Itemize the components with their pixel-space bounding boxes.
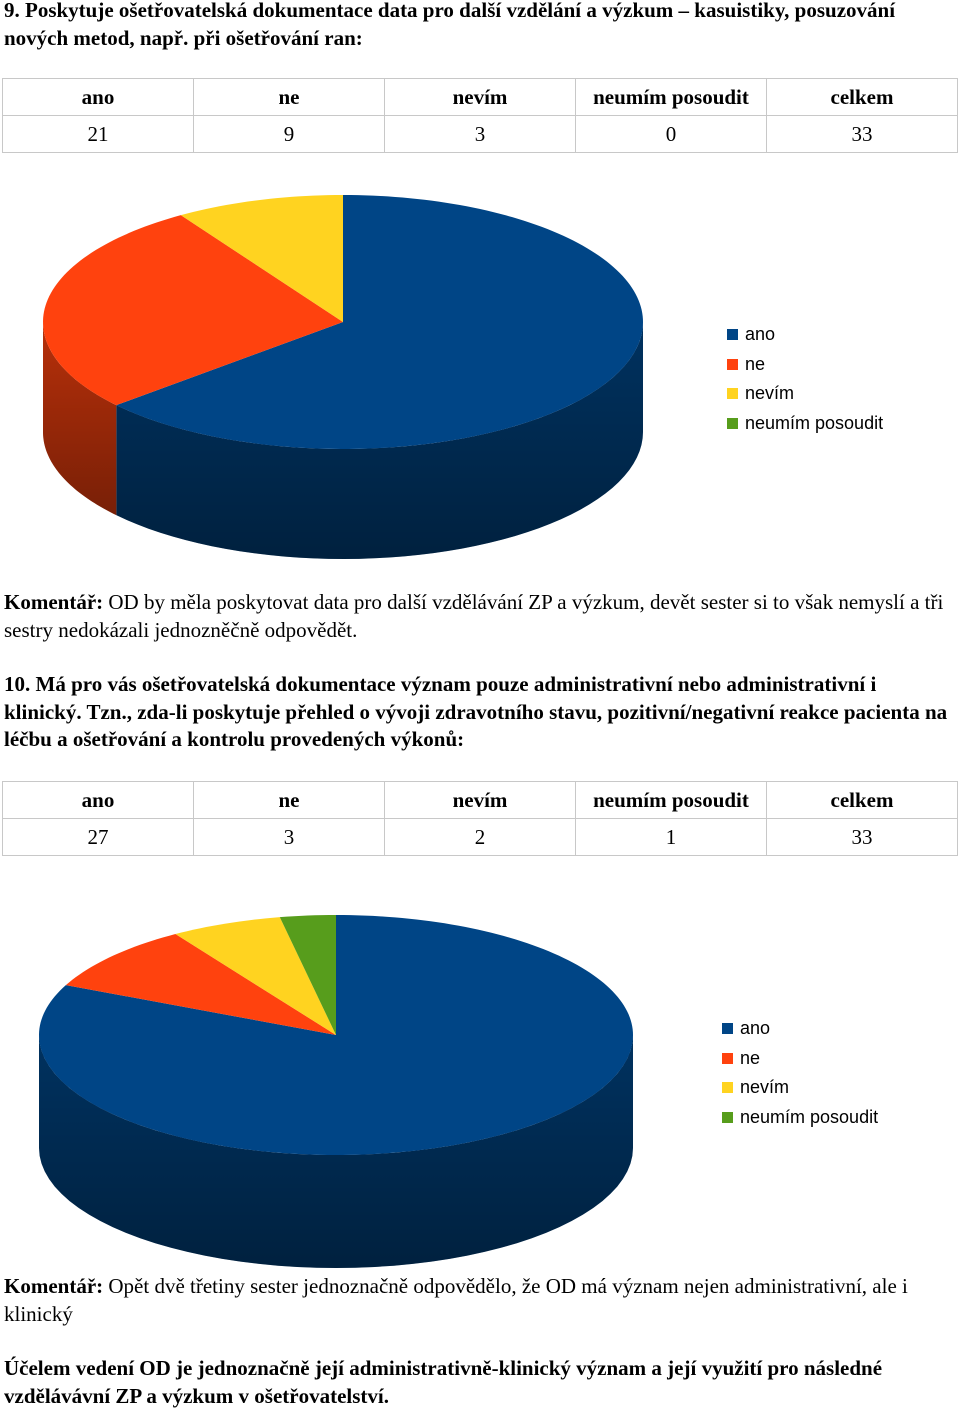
legend-item: ano: [727, 320, 883, 350]
pie-slice-ne: [43, 215, 343, 406]
legend-item: ne: [727, 350, 883, 380]
legend-item: neumím posoudit: [722, 1103, 878, 1133]
value-cell: 3: [193, 818, 385, 856]
table-header-row: ano ne nevím neumím posoudit celkem: [2, 78, 958, 116]
value-cell: 3: [384, 115, 576, 153]
legend-label: ano: [745, 324, 776, 345]
legend-swatch: [722, 1023, 733, 1035]
table-row: 21 9 3 0 33: [2, 115, 958, 153]
chart-legend: ano ne nevím neumím posoudit: [722, 1014, 878, 1132]
legend-item: nevím: [722, 1073, 878, 1103]
header-cell: nevím: [384, 781, 576, 819]
comment-q9: Komentář: OD by měla poskytovat data pro…: [4, 588, 954, 644]
value-cell: 9: [193, 115, 385, 153]
value-cell: 33: [766, 115, 958, 153]
pie-slice-ano: [116, 195, 643, 449]
pie-side-shading: [39, 1035, 633, 1268]
legend-label: nevím: [740, 1077, 790, 1098]
pie-side-shading: [116, 322, 643, 559]
pie-chart-q10: ano ne nevím neumím posoudit: [0, 900, 960, 1280]
pie-slice-nevím: [175, 917, 336, 1035]
question-9-title: 9. Poskytuje ošetřovatelská dokumentace …: [4, 0, 896, 50]
header-cell: celkem: [766, 78, 958, 116]
comment-label: Komentář:: [4, 1274, 104, 1298]
header-cell: ano: [2, 781, 194, 819]
legend-swatch: [722, 1082, 733, 1094]
header-cell: ne: [193, 781, 385, 819]
legend-item: ano: [722, 1014, 878, 1044]
pie-chart-svg: [43, 195, 643, 559]
legend-swatch: [722, 1111, 733, 1123]
comment-text: Opět dvě třetiny sester jednoznačně odpo…: [4, 1274, 908, 1326]
value-cell: 2: [384, 818, 576, 856]
value-cell: 21: [2, 115, 194, 153]
question-10-title: 10. Má pro vás ošetřovatelská dokumentac…: [4, 672, 948, 751]
pie-slice-nevím: [180, 195, 343, 322]
legend-swatch: [727, 329, 738, 341]
value-cell: 33: [766, 818, 958, 856]
legend-item: ne: [722, 1044, 878, 1074]
value-cell: 1: [575, 818, 767, 856]
legend-swatch: [727, 388, 738, 400]
legend-label: nevím: [745, 383, 795, 404]
conclusion: Účelem vedení OD je jednoznačně její adm…: [4, 1356, 883, 1408]
legend-label: ne: [740, 1047, 761, 1068]
pie-chart-svg: [39, 915, 633, 1268]
answers-table-q10: ano ne nevím neumím posoudit celkem 27 3…: [2, 781, 958, 856]
pie-slice-neumím-posoudit: [279, 915, 336, 1035]
comment-q10: Komentář: Opět dvě třetiny sester jednoz…: [4, 1272, 954, 1328]
pie-chart-q9: ano ne nevím neumím posoudit: [0, 180, 960, 580]
header-cell: nevím: [384, 78, 576, 116]
legend-swatch: [722, 1052, 733, 1064]
legend-item: neumím posoudit: [727, 409, 883, 439]
answers-table-q9: ano ne nevím neumím posoudit celkem 21 9…: [2, 78, 958, 153]
chart-legend: ano ne nevím neumím posoudit: [727, 320, 883, 438]
comment-text: OD by měla poskytovat data pro další vzd…: [4, 590, 944, 642]
pie-slice-ne: [65, 934, 336, 1035]
table-header-row: ano ne nevím neumím posoudit celkem: [2, 781, 958, 819]
header-cell: ne: [193, 78, 385, 116]
legend-label: ne: [745, 353, 766, 374]
table-row: 27 3 2 1 33: [2, 818, 958, 856]
header-cell: neumím posoudit: [575, 781, 767, 819]
header-cell: neumím posoudit: [575, 78, 767, 116]
legend-label: ano: [740, 1018, 771, 1039]
legend-swatch: [727, 417, 738, 429]
legend-item: nevím: [727, 379, 883, 409]
legend-swatch: [727, 358, 738, 370]
comment-label: Komentář:: [4, 590, 104, 614]
header-cell: ano: [2, 78, 194, 116]
value-cell: 0: [575, 115, 767, 153]
legend-label: neumím posoudit: [740, 1106, 879, 1127]
header-cell: celkem: [766, 781, 958, 819]
legend-label: neumím posoudit: [745, 412, 884, 433]
value-cell: 27: [2, 818, 194, 856]
pie-side-shading: [43, 322, 117, 516]
